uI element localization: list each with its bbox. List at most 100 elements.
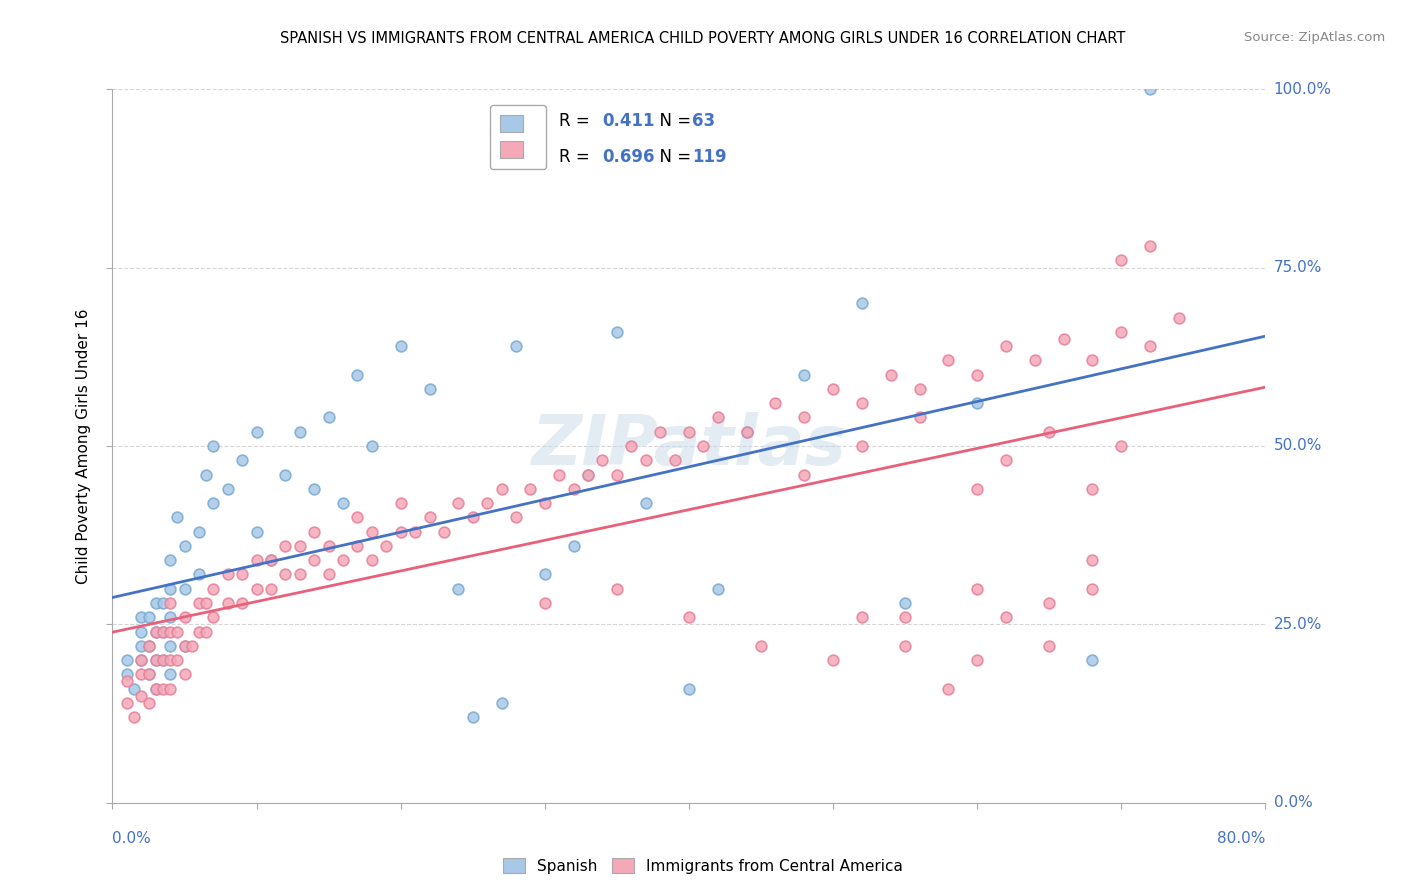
Point <box>129 610 153 624</box>
Point <box>122 710 145 724</box>
Point <box>1081 653 1104 667</box>
Point <box>966 582 988 596</box>
Text: N =: N = <box>648 112 696 130</box>
Point <box>318 410 340 425</box>
Text: 75.0%: 75.0% <box>1274 260 1322 275</box>
Point <box>419 510 441 524</box>
Point <box>576 467 599 482</box>
Point <box>1038 596 1060 610</box>
Point <box>173 667 195 681</box>
Point <box>159 553 181 567</box>
Point <box>1111 253 1133 268</box>
Point <box>1024 353 1046 368</box>
Point <box>821 653 844 667</box>
Point <box>260 553 283 567</box>
Point <box>304 553 326 567</box>
Point <box>606 582 628 596</box>
Point <box>995 610 1018 624</box>
Text: R =: R = <box>558 112 595 130</box>
Point <box>620 439 643 453</box>
Point <box>749 639 772 653</box>
Point <box>145 681 167 696</box>
Point <box>346 539 368 553</box>
Point <box>195 624 218 639</box>
Point <box>346 368 368 382</box>
Point <box>152 681 174 696</box>
Point <box>678 681 700 696</box>
Point <box>793 368 815 382</box>
Point <box>115 653 138 667</box>
Point <box>1038 639 1060 653</box>
Point <box>389 496 412 510</box>
Point <box>288 425 311 439</box>
Point <box>173 539 195 553</box>
Point <box>936 681 959 696</box>
Y-axis label: Child Poverty Among Girls Under 16: Child Poverty Among Girls Under 16 <box>76 309 91 583</box>
Point <box>519 482 541 496</box>
Point <box>195 596 218 610</box>
Point <box>692 439 714 453</box>
Point <box>231 567 253 582</box>
Point <box>1081 582 1104 596</box>
Point <box>159 653 181 667</box>
Point <box>138 639 160 653</box>
Point <box>188 567 211 582</box>
Text: Source: ZipAtlas.com: Source: ZipAtlas.com <box>1244 31 1385 45</box>
Point <box>389 524 412 539</box>
Point <box>1081 353 1104 368</box>
Point <box>231 596 253 610</box>
Point <box>505 339 527 353</box>
Point <box>475 496 498 510</box>
Point <box>678 610 700 624</box>
Point <box>115 674 138 689</box>
Point <box>138 610 160 624</box>
Text: 25.0%: 25.0% <box>1274 617 1322 632</box>
Point <box>1139 82 1161 96</box>
Point <box>548 467 571 482</box>
Text: 0.0%: 0.0% <box>112 831 152 846</box>
Point <box>1111 439 1133 453</box>
Point <box>533 567 555 582</box>
Point <box>145 681 167 696</box>
Point <box>634 496 657 510</box>
Point <box>1081 553 1104 567</box>
Point <box>491 482 513 496</box>
Point <box>159 610 181 624</box>
Point <box>1139 339 1161 353</box>
Point <box>145 596 167 610</box>
Point <box>173 610 195 624</box>
Point <box>217 482 239 496</box>
Point <box>966 482 988 496</box>
Point <box>606 467 628 482</box>
Point <box>145 624 167 639</box>
Point <box>332 496 354 510</box>
Text: 0.0%: 0.0% <box>1274 796 1312 810</box>
Point <box>288 567 311 582</box>
Text: 0.411: 0.411 <box>603 112 655 130</box>
Point <box>274 567 297 582</box>
Point <box>461 510 484 524</box>
Point <box>419 382 441 396</box>
Point <box>562 539 585 553</box>
Point <box>145 653 167 667</box>
Point <box>245 553 267 567</box>
Point <box>533 596 555 610</box>
Point <box>115 696 138 710</box>
Point <box>180 639 202 653</box>
Point <box>188 524 211 539</box>
Point <box>173 639 195 653</box>
Point <box>145 624 167 639</box>
Point <box>735 425 758 439</box>
Point <box>447 496 470 510</box>
Point <box>166 510 188 524</box>
Point <box>129 639 153 653</box>
Point <box>217 567 239 582</box>
Point <box>880 368 903 382</box>
Text: N =: N = <box>648 148 696 166</box>
Point <box>129 624 153 639</box>
Point <box>678 425 700 439</box>
Point <box>706 582 728 596</box>
Point <box>389 339 412 353</box>
Point <box>166 653 188 667</box>
Point <box>648 425 672 439</box>
